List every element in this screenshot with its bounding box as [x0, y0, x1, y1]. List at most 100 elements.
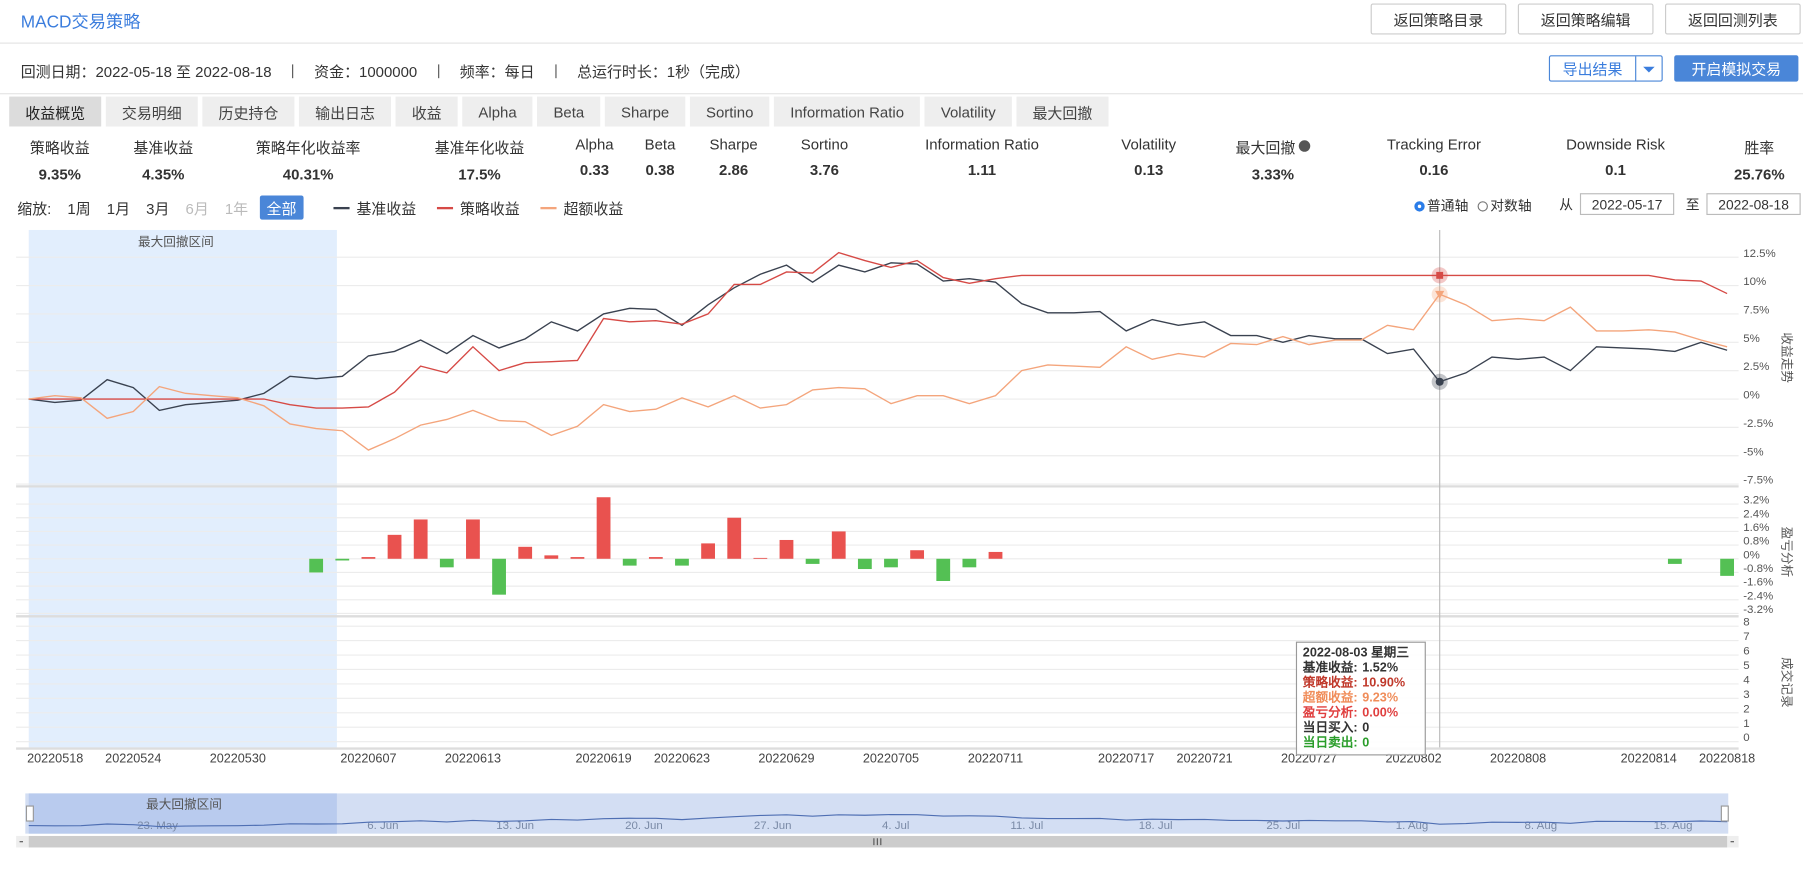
- y-tick-label: 1: [1743, 718, 1749, 730]
- metric: Information Ratio 1.11: [925, 136, 1039, 179]
- help-icon: [1298, 140, 1311, 152]
- navigator-handle[interactable]: [1720, 805, 1729, 822]
- axis-mode-option[interactable]: 普通轴: [1414, 195, 1468, 215]
- metric-label-text: 最大回撤: [1235, 139, 1296, 157]
- tab[interactable]: 输出日志: [299, 96, 392, 127]
- tooltip-label: 基准收益:: [1302, 661, 1358, 675]
- bar: [988, 551, 1003, 559]
- y-tick-label: 3: [1743, 689, 1749, 701]
- y-tick-label: 1.6%: [1743, 522, 1769, 534]
- radio[interactable]: [1414, 201, 1425, 212]
- tab[interactable]: Beta: [537, 96, 601, 127]
- info-row: 回测日期：2022-05-18 至 2022-08-18 资金：1000000 频率…: [21, 60, 750, 82]
- metric-label-text: 基准年化收益: [434, 139, 525, 157]
- range-to-input[interactable]: 2022-08-18: [1706, 193, 1801, 216]
- tooltip-label: 当日买入:: [1302, 720, 1358, 735]
- metric-label: Downside Risk: [1566, 136, 1665, 153]
- metric-label: 策略年化收益率: [256, 136, 361, 158]
- metric-label: Beta: [645, 136, 676, 153]
- export-dropdown[interactable]: [1635, 56, 1661, 81]
- tab[interactable]: Alpha: [462, 96, 533, 127]
- axis-mode-option[interactable]: 对数轴: [1477, 195, 1532, 215]
- metric: 基准收益 4.35%: [133, 136, 193, 183]
- simulate-button[interactable]: 开启模拟交易: [1674, 55, 1799, 82]
- tab[interactable]: Information Ratio: [774, 96, 921, 127]
- tooltip-title: 2022-08-03 星期三: [1302, 646, 1409, 661]
- header-button[interactable]: 返回策略目录: [1370, 3, 1507, 35]
- bar: [622, 558, 637, 566]
- tab[interactable]: 交易明细: [105, 96, 198, 127]
- metric: 基准年化收益 17.5%: [435, 136, 525, 183]
- tab[interactable]: 最大回撤: [1016, 96, 1109, 127]
- metric: Downside Risk 0.1: [1566, 136, 1665, 179]
- legend-label: 超额收益: [563, 200, 624, 218]
- radio[interactable]: [1477, 201, 1488, 212]
- y-tick-label: 5: [1743, 660, 1749, 672]
- y-tick-label: 0: [1743, 732, 1749, 744]
- bar: [544, 555, 559, 559]
- navigator-tick: 4. Jul: [882, 820, 909, 832]
- metric-value: 3.76: [809, 160, 840, 179]
- tab[interactable]: 收益概览: [9, 96, 102, 127]
- zoom-option[interactable]: 全部: [259, 195, 304, 220]
- navigator-drawdown: [28, 793, 337, 834]
- range-from-label: 从: [1559, 196, 1574, 213]
- tab[interactable]: Sortino: [689, 96, 770, 127]
- x-tick-label: 20220613: [445, 751, 501, 765]
- hover-marker: [1435, 377, 1444, 386]
- legend-item[interactable]: 策略收益: [436, 197, 520, 219]
- y-tick-label: 6: [1743, 646, 1749, 658]
- x-tick-label: 20220705: [863, 751, 919, 765]
- hover-marker: [1435, 290, 1445, 299]
- tab[interactable]: Volatility: [924, 96, 1012, 127]
- tab[interactable]: Sharpe: [604, 96, 686, 127]
- legend-item[interactable]: 基准收益: [333, 197, 416, 219]
- tab[interactable]: 历史持仓: [202, 96, 295, 127]
- metric-value: 4.35%: [142, 165, 185, 183]
- y-axis-label: 收益走势: [1779, 332, 1794, 383]
- navigator-tick: 20. Jun: [625, 820, 663, 832]
- bar: [936, 558, 951, 581]
- separator: [555, 63, 557, 78]
- tooltip-value: 0: [1362, 720, 1370, 735]
- export-button[interactable]: 导出结果: [1548, 55, 1663, 82]
- navigator-tick: 8. Aug: [1525, 820, 1558, 832]
- y-tick-label: 5%: [1743, 333, 1760, 345]
- header-button[interactable]: 返回回测列表: [1665, 3, 1801, 35]
- metric: Beta 0.38: [645, 136, 676, 179]
- zoom-option[interactable]: 1年: [224, 200, 249, 218]
- navigator-tick: 13. Jun: [496, 820, 534, 832]
- x-tick-label: 20220518: [27, 751, 83, 765]
- x-tick-label: 20220818: [1699, 751, 1755, 765]
- x-tick-label: 20220623: [654, 751, 710, 765]
- zoom-option[interactable]: 1月: [106, 200, 131, 218]
- info-item: 频率：每日: [459, 63, 535, 81]
- metric-label-text: Information Ratio: [925, 135, 1039, 153]
- y-tick-label: 2: [1743, 703, 1749, 715]
- bar: [675, 558, 689, 566]
- tab[interactable]: 收益: [395, 96, 458, 127]
- metric-value: 17.5%: [458, 165, 501, 183]
- zoom-option[interactable]: 3月: [146, 200, 170, 218]
- range-from-input[interactable]: 2022-05-17: [1579, 193, 1675, 216]
- tooltip-row: 策略收益: 10.90%: [1303, 676, 1419, 691]
- metric-label-text: Volatility: [1121, 135, 1177, 153]
- metric-label-text: Alpha: [575, 135, 614, 153]
- header-button[interactable]: 返回策略编辑: [1517, 3, 1654, 35]
- zoom-option[interactable]: 6月: [185, 200, 209, 218]
- bar: [779, 539, 794, 559]
- x-tick-label: 20220711: [968, 751, 1023, 765]
- header-buttons: 返回策略目录 返回策略编辑 返回回测列表: [1370, 3, 1801, 35]
- tabs: 收益概览 交易明细 历史持仓 输出日志 收益 Alpha Beta Sharpe Sortino…: [9, 96, 1109, 127]
- metric: Tracking Error 0.16: [1387, 136, 1481, 179]
- x-tick-label: 20220808: [1490, 751, 1546, 765]
- navigator-label: 最大回撤区间: [146, 796, 222, 811]
- legend-label: 基准收益: [356, 200, 417, 218]
- legend-item[interactable]: 超额收益: [540, 197, 623, 219]
- x-tick-label: 20220814: [1621, 751, 1677, 765]
- navigator-line: [28, 813, 1728, 828]
- navigator-handle[interactable]: [25, 805, 34, 822]
- export-label[interactable]: 导出结果: [1562, 60, 1623, 79]
- metric-label: 基准收益: [133, 136, 193, 158]
- zoom-option[interactable]: 1周: [67, 200, 91, 218]
